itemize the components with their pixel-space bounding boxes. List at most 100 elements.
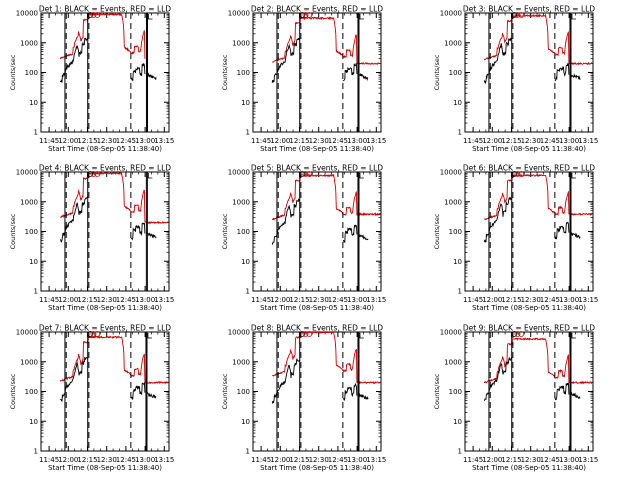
series-events-line — [130, 222, 146, 241]
x-axis-ticks: 11:45 12:00 12:15 12:30 12:45 13:00 13:15 — [251, 172, 386, 304]
series-events-line — [271, 37, 301, 83]
series-lld-line — [59, 13, 146, 60]
x-tick-label: 12:15 — [289, 456, 309, 464]
series-lld-line — [484, 173, 593, 221]
series-events-line — [554, 62, 570, 82]
y-axis-ticks: 1 10 100 1000 10000 — [440, 169, 593, 296]
attenuator-marker — [94, 331, 101, 337]
x-tick-label: 12:15 — [501, 137, 521, 145]
state-marker — [359, 14, 364, 20]
state-marker — [147, 173, 153, 179]
y-tick-label: 10000 — [16, 329, 38, 337]
panel-det-6: 1 10 100 1000 10000 Counts/sec 11:45 12:00 12:15… — [433, 164, 598, 313]
y-tick-label: 100 — [449, 228, 462, 236]
attenuator-marker — [90, 331, 97, 337]
series-events-line — [342, 63, 358, 81]
y-tick-label: 10000 — [16, 10, 38, 18]
y-tick-label: 1000 — [444, 39, 462, 47]
x-tick-label: 13:00 — [135, 137, 155, 145]
y-tick-label: 10 — [453, 99, 462, 107]
y-tick-label: 10 — [453, 258, 462, 266]
x-tick-label: 12:30 — [309, 296, 329, 304]
attenuator-marker — [306, 331, 313, 337]
attenuator-marker — [514, 331, 521, 337]
series-events-line — [358, 73, 369, 82]
panel-det-3: 1 10 100 1000 10000 Counts/sec 11:45 12:00 12:15… — [433, 5, 598, 154]
panel-title: Det 6: BLACK = Events, RED = LLD — [463, 164, 595, 173]
x-tick-label: 12:45 — [328, 456, 348, 464]
attenuator-marker — [302, 331, 309, 337]
y-tick-label: 1000 — [20, 39, 38, 47]
series-events-line — [342, 382, 358, 401]
y-axis-label: Counts/sec — [433, 213, 441, 249]
x-axis-label: Start Time (08-Sep-05 11:38:40) — [260, 145, 374, 153]
x-tick-label: 13:00 — [347, 137, 367, 145]
series-events-line — [358, 393, 369, 400]
y-tick-label: 100 — [449, 388, 462, 396]
y-tick-label: 1 — [246, 448, 250, 456]
panel-det-2: 1 10 100 1000 10000 Counts/sec 11:45 12:00 12:15… — [221, 5, 386, 154]
x-tick-label: 12:00 — [58, 137, 78, 145]
x-axis-ticks: 11:45 12:00 12:15 12:30 12:45 13:00 13:15 — [251, 332, 386, 464]
x-axis-ticks: 11:45 12:00 12:15 12:30 12:45 13:00 13:15 — [39, 13, 174, 145]
x-tick-label: 12:15 — [289, 137, 309, 145]
y-tick-label: 1000 — [444, 198, 462, 206]
y-tick-label: 1000 — [232, 39, 250, 47]
x-axis-ticks: 11:45 12:00 12:15 12:30 12:45 13:00 13:15 — [463, 13, 598, 145]
x-axis-ticks: 11:45 12:00 12:15 12:30 12:45 13:00 13:15 — [251, 13, 386, 145]
state-marker — [571, 333, 576, 339]
y-tick-label: 1 — [246, 288, 250, 296]
series-lld-line — [271, 332, 381, 385]
panel-title: Det 3: BLACK = Events, RED = LLD — [463, 5, 595, 14]
attenuator-marker — [518, 12, 525, 18]
attenuator-marker — [302, 171, 309, 177]
attenuator-marker — [511, 12, 518, 18]
x-tick-label: 13:00 — [347, 456, 367, 464]
plot-frame — [464, 331, 594, 452]
x-tick-label: 12:00 — [58, 296, 78, 304]
plot-frame — [464, 12, 594, 133]
y-tick-label: 10000 — [440, 169, 462, 177]
attenuator-marker — [514, 12, 521, 18]
x-tick-label: 12:15 — [501, 456, 521, 464]
x-axis-label: Start Time (08-Sep-05 11:38:40) — [472, 464, 586, 472]
x-tick-label: 13:15 — [578, 456, 598, 464]
attenuator-marker — [90, 171, 97, 177]
x-tick-label: 11:45 — [39, 137, 59, 145]
y-tick-label: 1 — [246, 129, 250, 137]
y-axis-ticks: 1 10 100 1000 10000 — [228, 169, 381, 296]
series-lld-line — [272, 16, 381, 65]
attenuator-marker — [87, 331, 94, 337]
series-events-line — [554, 221, 570, 240]
plot-frame — [252, 171, 382, 292]
x-axis-label: Start Time (08-Sep-05 11:38:40) — [48, 464, 162, 472]
x-axis-label: Start Time (08-Sep-05 11:38:40) — [260, 304, 374, 312]
attenuator-marker — [518, 171, 525, 177]
attenuator-marker — [87, 12, 94, 18]
x-tick-label: 12:30 — [97, 456, 117, 464]
y-tick-label: 10 — [241, 99, 250, 107]
x-tick-label: 12:45 — [116, 296, 136, 304]
x-tick-label: 12:45 — [116, 137, 136, 145]
panel-det-8: 1 10 100 1000 10000 Counts/sec 11:45 12:00 12:15… — [221, 324, 386, 473]
x-tick-label: 13:15 — [366, 137, 386, 145]
attenuator-marker — [511, 331, 518, 337]
x-tick-label: 12:30 — [521, 296, 541, 304]
panel-title: Det 4: BLACK = Events, RED = LLD — [39, 164, 171, 173]
plot-frame — [252, 331, 382, 452]
panel-det-9: 1 10 100 1000 10000 Counts/sec 11:45 12:00 12:15… — [433, 324, 598, 473]
plot-frame — [40, 12, 170, 133]
x-tick-label: 12:30 — [521, 137, 541, 145]
series-lld-line — [483, 13, 593, 66]
y-tick-label: 100 — [237, 228, 250, 236]
x-tick-label: 11:45 — [251, 296, 271, 304]
x-tick-label: 12:00 — [58, 456, 78, 464]
attenuator-marker — [514, 171, 521, 177]
x-tick-label: 12:00 — [270, 456, 290, 464]
attenuator-marker — [306, 12, 313, 18]
attenuator-marker — [94, 171, 101, 177]
y-tick-label: 10 — [29, 258, 38, 266]
attenuator-marker — [87, 171, 94, 177]
x-tick-label: 11:45 — [463, 296, 483, 304]
